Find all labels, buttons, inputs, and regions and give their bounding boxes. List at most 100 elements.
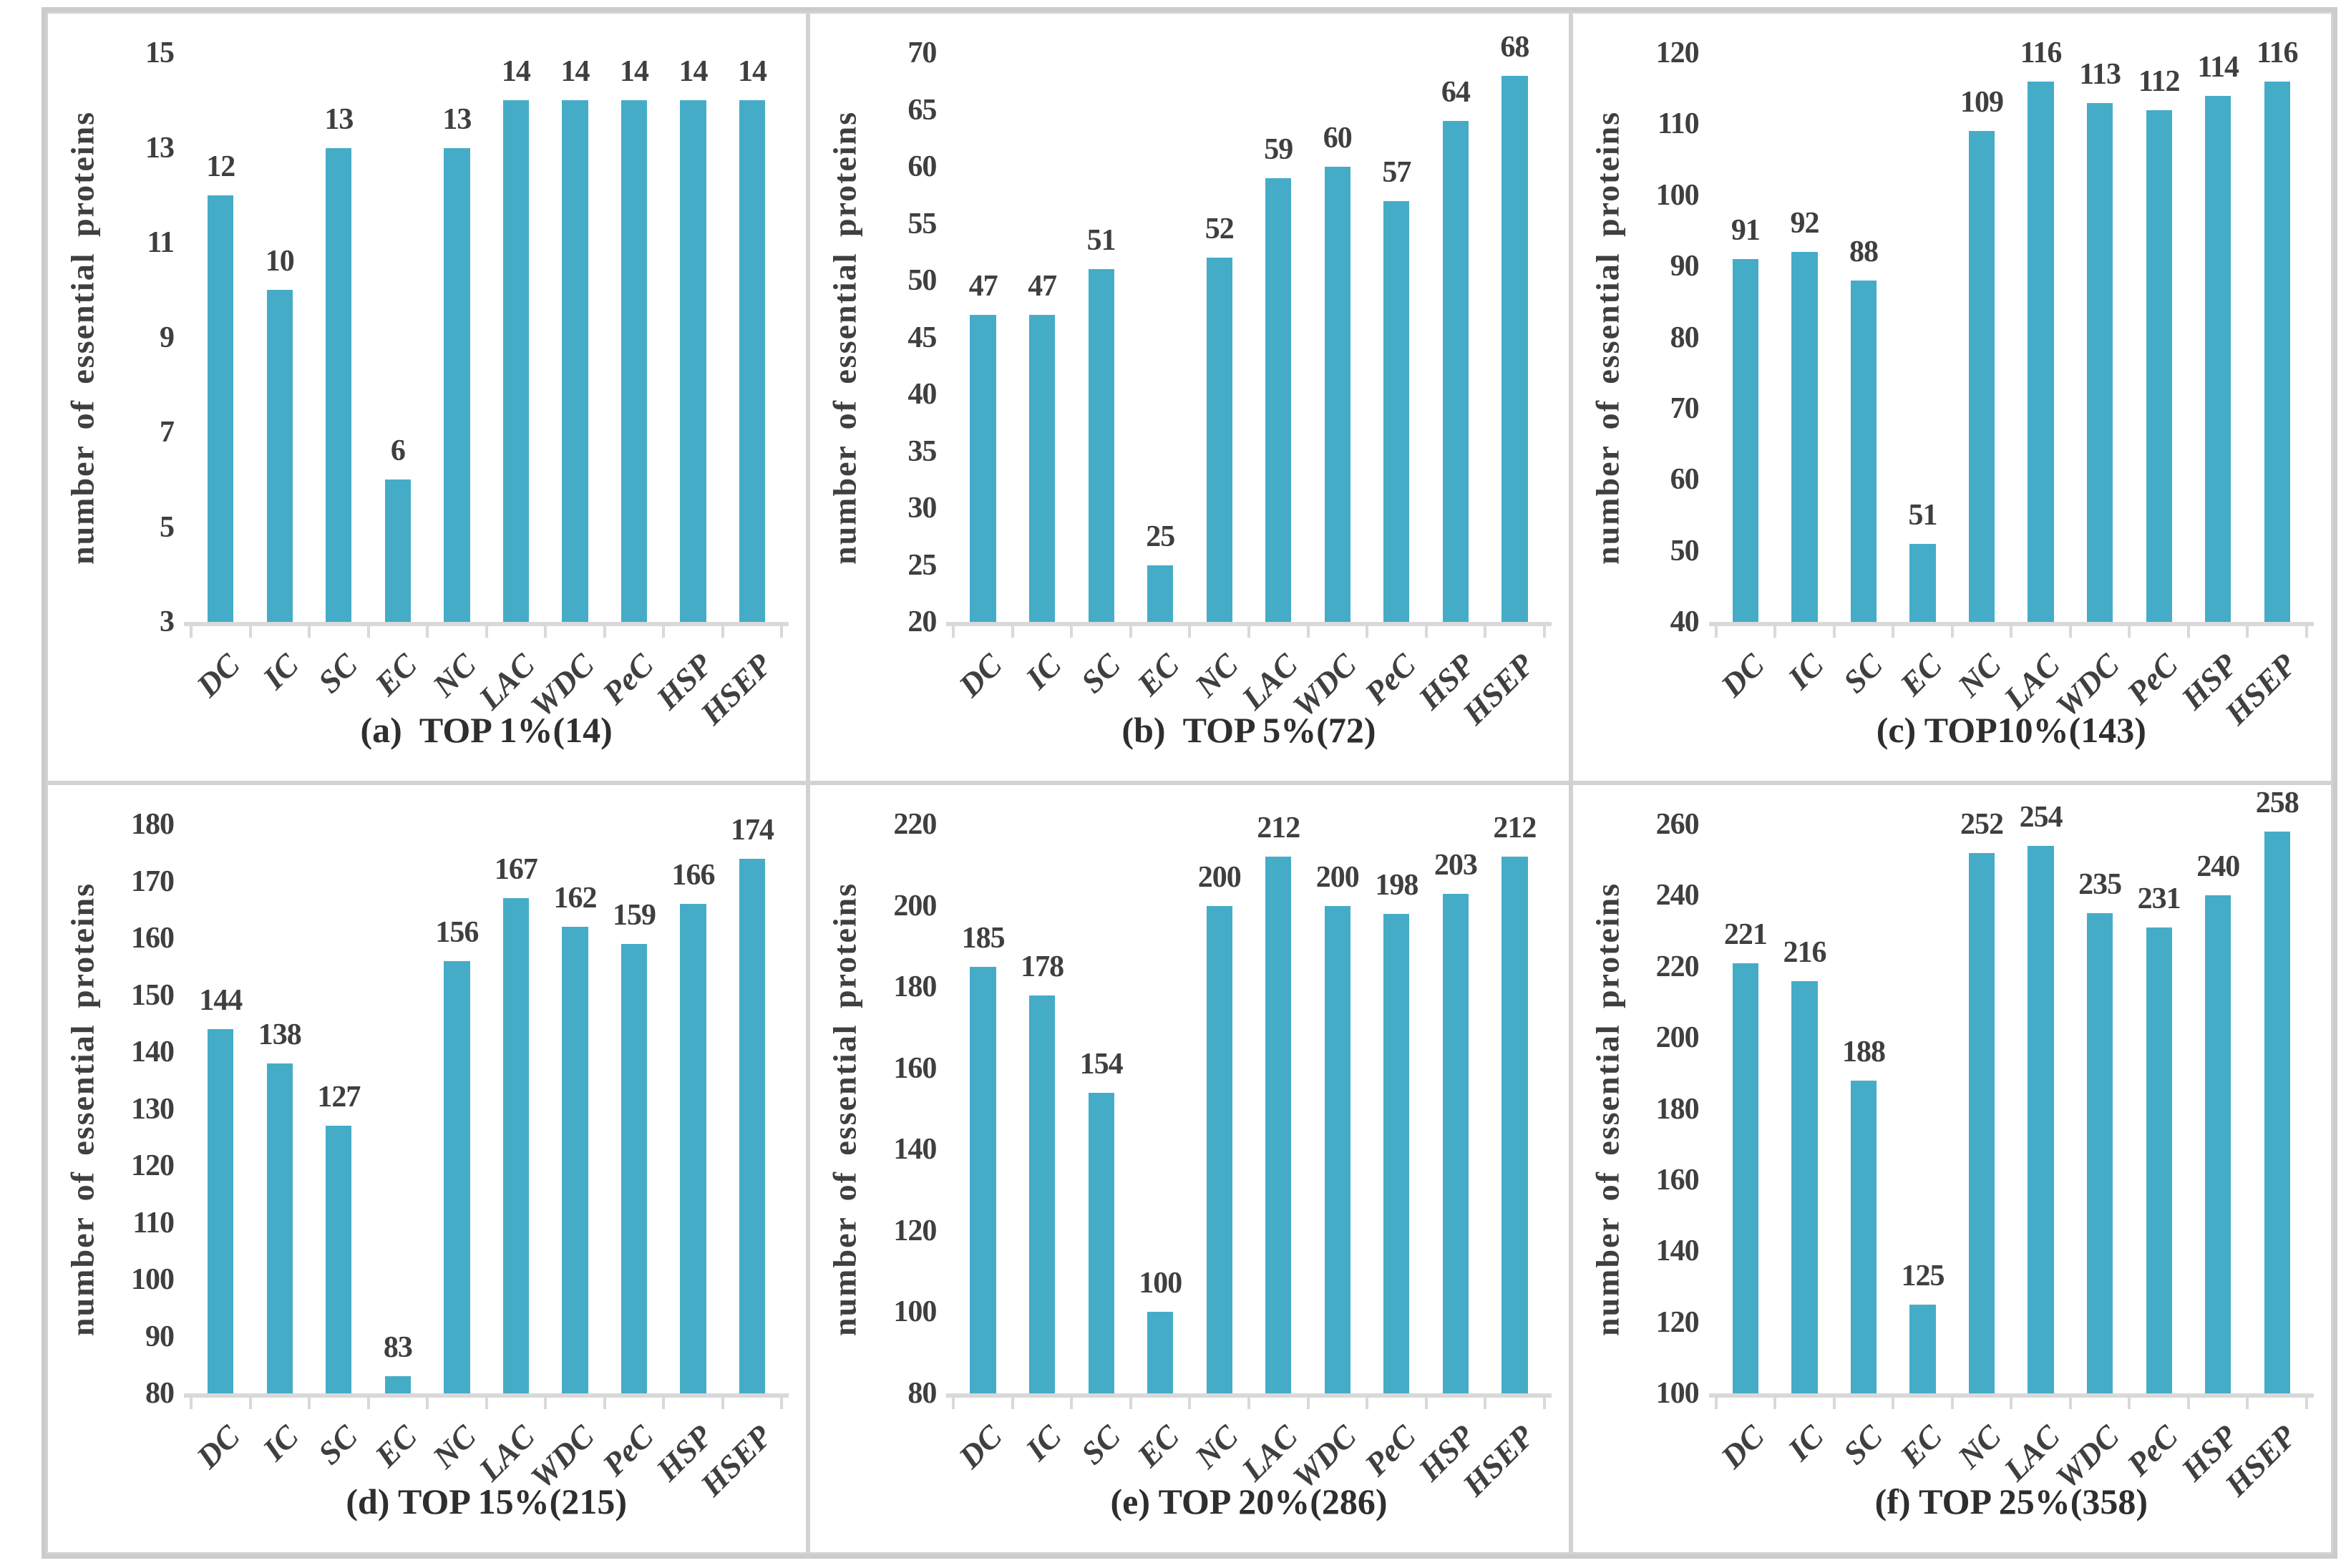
bar xyxy=(562,927,588,1393)
x-tick-mark xyxy=(603,1393,606,1409)
y-tick-label: 200 xyxy=(1655,1021,1700,1055)
x-tick-mark xyxy=(1424,622,1428,638)
x-tick-mark xyxy=(1424,1393,1428,1409)
bar-value-label: 14 xyxy=(678,55,709,89)
y-tick-label: 90 xyxy=(145,1320,175,1353)
y-tick-label: 140 xyxy=(131,1036,175,1068)
y-tick-label: 20 xyxy=(907,605,937,638)
x-category-label: NC xyxy=(425,1418,483,1476)
bar-value-label: 64 xyxy=(1441,76,1471,109)
bar xyxy=(620,100,648,622)
x-tick-mark xyxy=(2305,1393,2308,1409)
bar-value-label: 125 xyxy=(1901,1259,1945,1292)
bar-value-label: 109 xyxy=(1960,86,2004,120)
bar xyxy=(2146,927,2172,1393)
x-tick-mark xyxy=(190,622,193,638)
x-category-label: NC xyxy=(1950,646,2008,704)
bar xyxy=(739,858,766,1393)
y-axis-title: number of essential proteins xyxy=(1589,882,1626,1336)
bar xyxy=(1147,1312,1174,1393)
y-tick-label: 120 xyxy=(131,1149,175,1182)
y-tick-label: 140 xyxy=(893,1133,937,1167)
plot-area: 100 120 140 160 180 200 220 240 260 221 DC 216 IC 188… xyxy=(1656,787,2314,1503)
x-category-label: DC xyxy=(952,1418,1009,1476)
y-tick-label: 100 xyxy=(1655,1377,1700,1410)
chart-panel-e: number of essential proteins 80 100 120 140 1… xyxy=(808,783,1571,1554)
bar-value-label: 212 xyxy=(1493,812,1537,845)
x-tick-mark xyxy=(1832,622,1836,638)
bar-value-label: 51 xyxy=(1086,224,1116,258)
plot-area: 80 90 100 110 120 130 140 150 160 170 180 144 DC 138 I… xyxy=(131,808,789,1503)
bar-value-label: 10 xyxy=(265,245,295,278)
bar xyxy=(970,966,996,1393)
bar xyxy=(502,898,530,1393)
figure-grid: number of essential proteins 3 5 7 9 11 13 15 12… xyxy=(42,7,2337,1559)
x-tick-mark xyxy=(1306,622,1310,638)
y-tick-label: 110 xyxy=(1657,107,1700,141)
x-tick-mark xyxy=(485,1393,488,1409)
x-tick-mark xyxy=(1892,622,1895,638)
bar-value-label: 88 xyxy=(1849,235,1879,268)
bar-value-label: 156 xyxy=(435,915,479,949)
x-tick-mark xyxy=(366,622,370,638)
y-tick-label: 50 xyxy=(1670,534,1700,568)
bar xyxy=(2028,845,2054,1393)
bar-value-label: 235 xyxy=(2078,868,2122,902)
y-tick-label: 150 xyxy=(131,978,175,1012)
x-category-label: DC xyxy=(952,646,1009,704)
bar xyxy=(1088,269,1114,622)
bar xyxy=(620,943,648,1393)
y-tick-label: 11 xyxy=(147,226,175,260)
panel-caption: (c) TOP10%(143) xyxy=(1876,710,2146,750)
x-category-label: PeC xyxy=(595,646,661,711)
bar-value-label: 13 xyxy=(442,102,472,136)
bar xyxy=(326,147,352,622)
plot-area: 80 100 120 140 160 180 200 220 185 DC 178 IC 154 SC 10… xyxy=(893,808,1552,1503)
bar-value-label: 100 xyxy=(1139,1267,1182,1300)
y-tick-label: 13 xyxy=(145,131,175,165)
plot-area: 3 5 7 9 11 13 15 12 DC 10 IC 13 SC 6 EC 13 NC 14 LAC 14 WDC 1… xyxy=(145,36,789,731)
x-category-label: EC xyxy=(368,646,424,703)
x-tick-mark xyxy=(1247,1393,1250,1409)
y-tick-label: 120 xyxy=(893,1214,937,1247)
plot-area: 40 50 60 70 80 90 100 110 120 91 DC 92 IC 88 SC 51 EC 109… xyxy=(1656,36,2314,731)
x-tick-mark xyxy=(1129,622,1132,638)
bar xyxy=(1791,252,1818,622)
x-tick-mark xyxy=(1714,622,1718,638)
y-tick-label: 170 xyxy=(131,865,175,898)
bar xyxy=(266,1063,293,1393)
x-tick-mark xyxy=(308,622,311,638)
bar-value-label: 14 xyxy=(560,55,590,89)
bar-value-label: 178 xyxy=(1021,950,1064,983)
x-tick-mark xyxy=(544,622,547,638)
x-category-label: IC xyxy=(1781,1418,1831,1468)
x-tick-mark xyxy=(1129,1393,1132,1409)
bar-value-label: 13 xyxy=(324,102,354,136)
bar xyxy=(2205,895,2231,1393)
x-tick-mark xyxy=(2128,622,2131,638)
x-tick-mark xyxy=(2305,622,2308,638)
x-category-label: DC xyxy=(1714,1418,1771,1476)
bar-value-label: 14 xyxy=(738,55,767,89)
x-tick-mark xyxy=(2068,1393,2072,1409)
x-category-label: SC xyxy=(1074,646,1127,700)
bar-value-label: 258 xyxy=(2255,786,2299,819)
y-tick-label: 40 xyxy=(907,378,937,411)
x-category-label: PeC xyxy=(1358,646,1423,711)
bar xyxy=(2264,831,2290,1393)
bar xyxy=(1732,963,1759,1393)
bar xyxy=(1442,893,1469,1393)
x-category-label: EC xyxy=(368,1418,424,1474)
x-tick-mark xyxy=(721,622,724,638)
bar xyxy=(2205,95,2231,622)
y-tick-label: 80 xyxy=(907,1377,937,1410)
x-category-label: NC xyxy=(1188,1418,1245,1476)
x-tick-mark xyxy=(1542,1393,1546,1409)
x-category-label: SC xyxy=(311,646,365,700)
x-tick-mark xyxy=(426,622,429,638)
plot-area: 20 25 30 35 40 45 50 55 60 65 70 47 DC 47 IC 51 SC 25 EC 52… xyxy=(907,31,1552,731)
bar xyxy=(1791,980,1818,1393)
x-tick-mark xyxy=(1188,1393,1192,1409)
y-tick-label: 9 xyxy=(160,321,175,354)
bar xyxy=(1501,75,1528,622)
